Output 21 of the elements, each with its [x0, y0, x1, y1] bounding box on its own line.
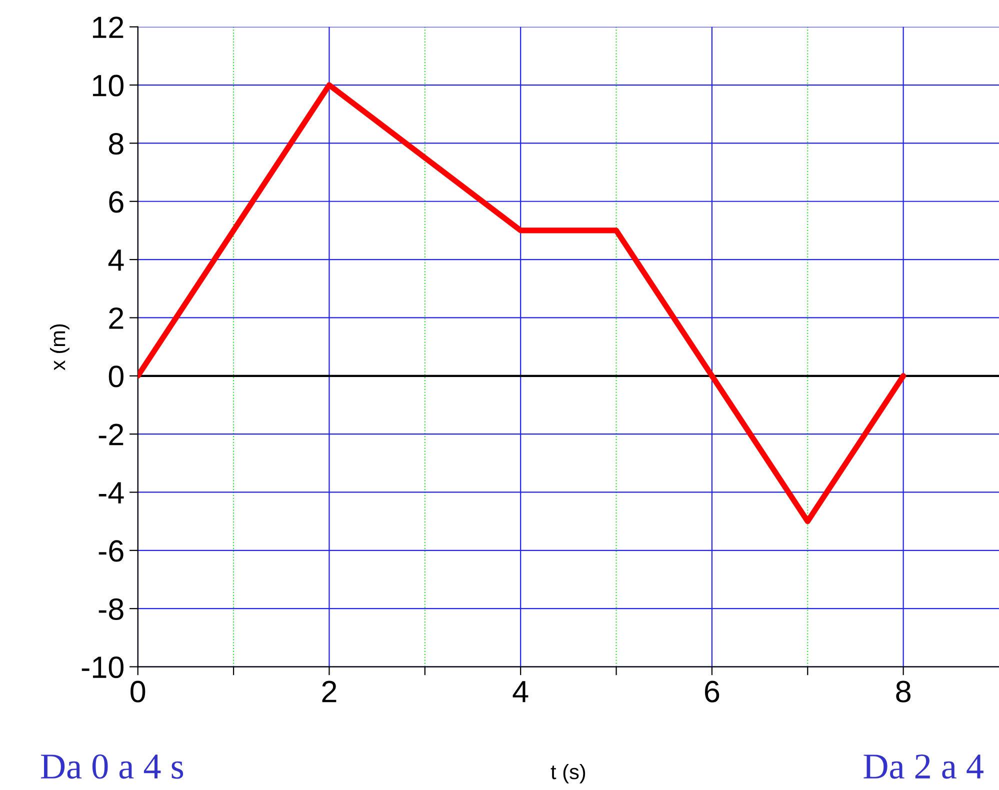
text: Da 2 a 4	[864, 754, 984, 779]
y-axis-title: x (m)	[50, 324, 70, 370]
x-axis-title: t (s)	[550, 764, 586, 784]
y-tick-label: 8	[109, 132, 124, 155]
x-tick-label: 8	[896, 680, 910, 702]
x-tick-label: 4	[512, 681, 528, 702]
y-tick-label: 10	[93, 74, 124, 96]
y-tick-label: -8	[98, 598, 124, 620]
x-tick-label: 6	[705, 680, 720, 702]
x-tick-label: 0	[130, 680, 146, 702]
y-tick-label: -10	[82, 656, 124, 678]
y-tick-label: 6	[109, 191, 124, 213]
y-tick-label: 0	[108, 366, 124, 388]
x-tick-label: 2	[322, 680, 336, 702]
y-tick-label: -4	[98, 482, 124, 504]
text: Da 0 a 4 s	[41, 754, 184, 779]
y-tick-label: 4	[108, 250, 124, 271]
y-tick-label: 2	[109, 307, 124, 329]
y-tick-label: 12	[93, 16, 124, 38]
y-tick-label: -2	[98, 424, 124, 446]
y-tick-label: -6	[98, 540, 124, 562]
